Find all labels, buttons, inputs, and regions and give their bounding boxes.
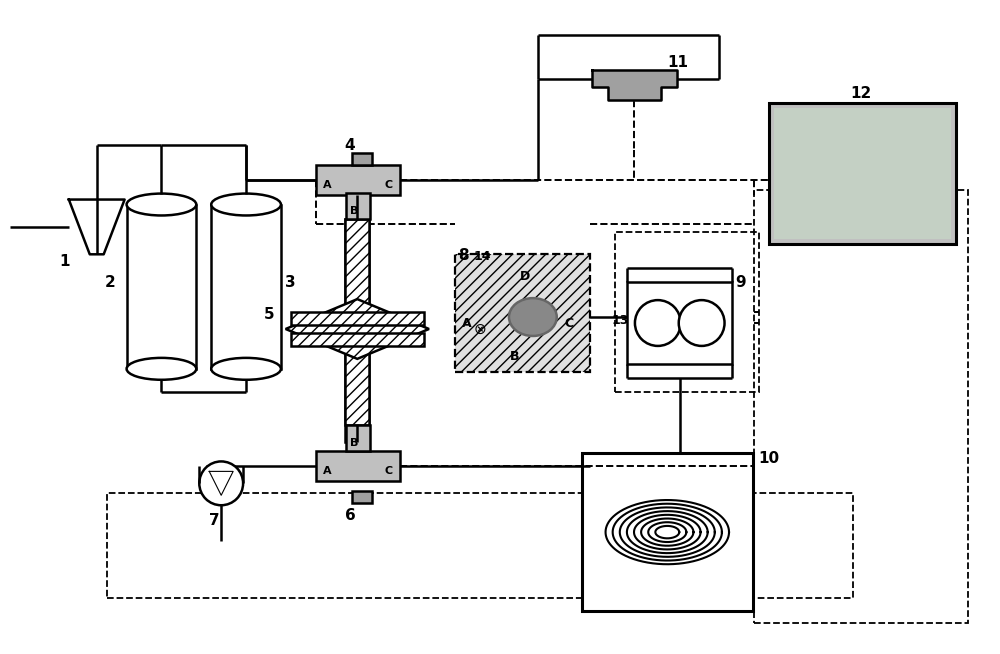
Bar xyxy=(346,424,370,451)
Ellipse shape xyxy=(127,194,196,215)
Text: 9: 9 xyxy=(735,275,746,290)
Text: B: B xyxy=(350,438,359,449)
Bar xyxy=(455,254,590,372)
Text: 1: 1 xyxy=(59,254,69,269)
Text: ⊗: ⊗ xyxy=(473,322,486,337)
Bar xyxy=(345,220,369,441)
Circle shape xyxy=(635,300,681,346)
Text: 2: 2 xyxy=(105,275,115,290)
Text: 7: 7 xyxy=(209,513,220,528)
Polygon shape xyxy=(69,199,125,254)
Ellipse shape xyxy=(211,358,281,380)
Bar xyxy=(627,282,732,364)
Bar xyxy=(291,311,424,324)
Ellipse shape xyxy=(127,358,196,380)
Text: 6: 6 xyxy=(345,508,355,523)
Bar xyxy=(211,205,281,369)
Bar xyxy=(346,192,370,220)
Ellipse shape xyxy=(509,298,557,336)
Circle shape xyxy=(679,300,725,346)
Bar xyxy=(754,190,968,623)
Bar xyxy=(774,108,951,239)
Text: 4: 4 xyxy=(345,138,355,153)
Text: 13: 13 xyxy=(612,314,629,327)
Bar xyxy=(316,451,400,481)
Circle shape xyxy=(199,462,243,506)
Polygon shape xyxy=(209,472,233,495)
Bar xyxy=(107,493,853,598)
Polygon shape xyxy=(592,70,677,100)
Text: B: B xyxy=(510,350,519,363)
Bar xyxy=(316,165,400,194)
Bar xyxy=(345,220,369,424)
Text: 8: 8 xyxy=(458,249,469,264)
Bar xyxy=(352,491,372,503)
Ellipse shape xyxy=(211,194,281,215)
Bar xyxy=(582,453,753,611)
Text: B: B xyxy=(350,207,359,216)
Text: C: C xyxy=(384,466,393,476)
Text: 10: 10 xyxy=(758,451,779,466)
Bar xyxy=(291,334,424,347)
Text: 14: 14 xyxy=(473,250,491,264)
Bar xyxy=(127,205,196,369)
Bar xyxy=(769,103,956,245)
Text: A: A xyxy=(462,317,472,330)
Text: 11: 11 xyxy=(667,55,688,70)
Text: 12: 12 xyxy=(851,86,872,101)
Text: C: C xyxy=(565,317,574,330)
Text: D: D xyxy=(520,270,530,283)
Bar xyxy=(615,232,759,392)
Text: A: A xyxy=(323,466,331,476)
Bar xyxy=(352,153,372,165)
Text: 3: 3 xyxy=(285,275,296,290)
Text: C: C xyxy=(384,180,393,190)
Text: A: A xyxy=(323,180,331,190)
Polygon shape xyxy=(286,299,429,359)
Text: 5: 5 xyxy=(264,307,274,322)
